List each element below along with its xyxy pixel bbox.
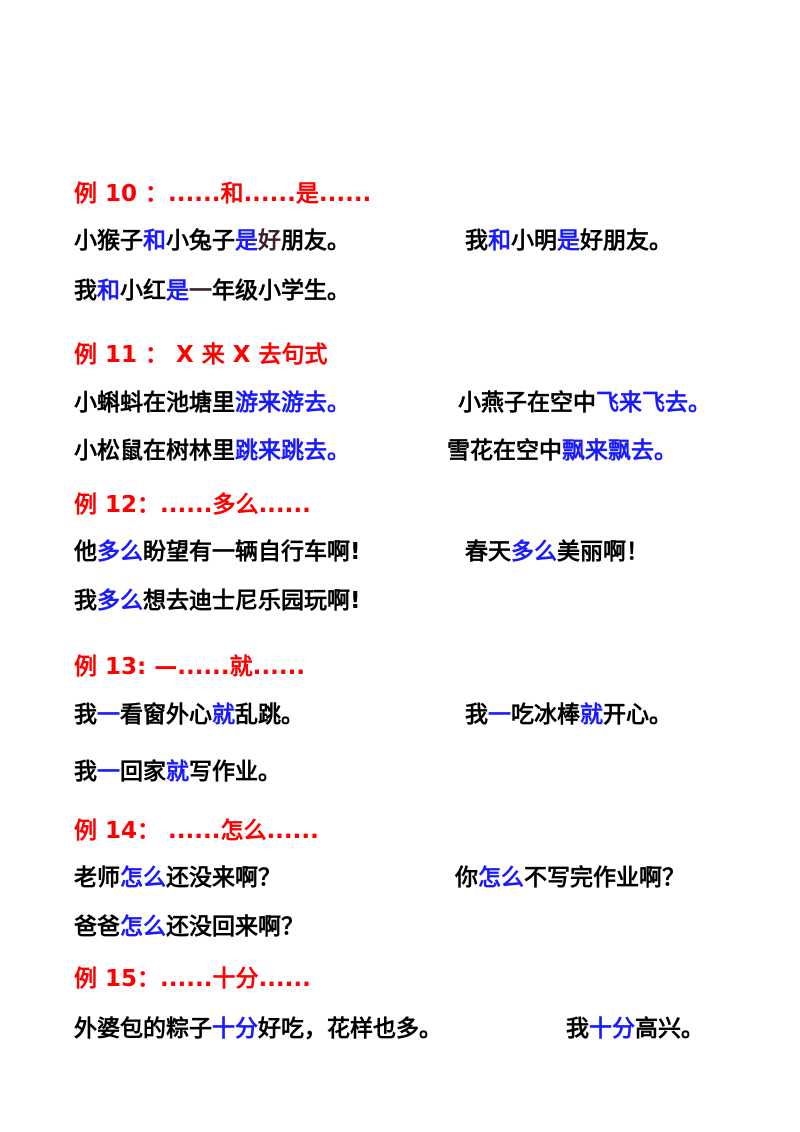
sentence-text: 吃冰棒	[511, 702, 580, 728]
sentence-text: 老师	[74, 865, 120, 891]
sentence: 我十分高兴。	[566, 1018, 704, 1041]
sentence: 雪花在空中飘来飘去。	[447, 440, 677, 463]
sentence: 我一吃冰棒就开心。	[465, 704, 672, 727]
highlighted-word: 是	[166, 278, 189, 304]
sentence-text: 我	[465, 228, 488, 254]
highlighted-word: 十分	[212, 1016, 258, 1042]
sentence-text: 小明	[511, 228, 557, 254]
sentence-text: 小蝌蚪在池塘里	[74, 390, 235, 416]
sentence: 我和小明是好朋友。	[465, 230, 672, 253]
sentence: 小蝌蚪在池塘里游来游去。	[74, 392, 350, 415]
sentence: 外婆包的粽子十分好吃，花样也多。	[74, 1018, 442, 1041]
sentence: 小猴子和小兔子是好朋友。	[74, 230, 350, 253]
highlighted-word: 一	[488, 702, 511, 728]
sentence-text: 我	[465, 702, 488, 728]
sentence-text: 他	[74, 539, 97, 565]
sentence-text: 乱跳。	[235, 702, 304, 728]
sentence-text: 外婆包的粽子	[74, 1016, 212, 1042]
sentence: 我和小红是一年级小学生。	[74, 280, 350, 303]
highlighted-word: 就	[166, 759, 189, 785]
sentence-text: 开心。	[603, 702, 672, 728]
highlighted-word: 就	[212, 702, 235, 728]
sentence-text: 高兴。	[635, 1016, 704, 1042]
sentence-text: 好朋友。	[580, 228, 672, 254]
sentence: 我多么想去迪士尼乐园玩啊!	[74, 590, 361, 613]
highlighted-word: 是	[235, 228, 258, 254]
highlighted-word: 一	[97, 702, 120, 728]
highlighted-word: 怎么	[478, 865, 524, 891]
sentence: 爸爸怎么还没回来啊？	[74, 916, 304, 939]
sentence-text: 美丽啊！	[557, 539, 649, 565]
sentence-text: 你	[455, 865, 478, 891]
highlighted-word: 多么	[97, 588, 143, 614]
highlighted-word: 飘来飘去。	[562, 438, 677, 464]
section-heading-10: 例 10 ：......和......是......	[74, 181, 372, 207]
sentence-text: 看窗外心	[120, 702, 212, 728]
sentence-text: 一	[189, 278, 212, 304]
sentence: 老师怎么还没来啊？	[74, 867, 281, 890]
sentence-text: 写作业。	[189, 759, 281, 785]
highlighted-word: 就	[580, 702, 603, 728]
sentence-text: 回家	[120, 759, 166, 785]
sentence-text: 小猴子	[74, 228, 143, 254]
sentence: 我一看窗外心就乱跳。	[74, 704, 304, 727]
section-heading-12: 例 12：......多么......	[74, 492, 311, 518]
sentence-text: 还没回来啊？	[166, 914, 304, 940]
sentence-text: 我	[74, 588, 97, 614]
highlighted-word: 一	[97, 759, 120, 785]
sentence-text: 朋友。	[281, 228, 350, 254]
highlighted-word: 和	[97, 278, 120, 304]
sentence: 他多么盼望有一辆自行车啊!	[74, 541, 361, 564]
highlighted-word: 飞来飞去。	[596, 390, 711, 416]
sentence-text: 我	[566, 1016, 589, 1042]
sentence-text: 不写完作业啊？	[524, 865, 685, 891]
sentence-text: 雪花在空中	[447, 438, 562, 464]
sentence-text: 小燕子在空中	[458, 390, 596, 416]
highlighted-word: 和	[143, 228, 166, 254]
sentence: 我一回家就写作业。	[74, 761, 281, 784]
sentence-text: 我	[74, 278, 97, 304]
section-heading-15: 例 15：......十分......	[74, 966, 311, 992]
section-heading-14: 例 14： ......怎么......	[74, 818, 319, 844]
sentence-text: 还没来啊？	[166, 865, 281, 891]
sentence: 你怎么不写完作业啊？	[455, 867, 685, 890]
sentence-text: 想去迪士尼乐园玩啊!	[143, 588, 361, 614]
sentence-text: 我	[74, 702, 97, 728]
sentence-text: 年级小学生。	[212, 278, 350, 304]
sentence: 春天多么美丽啊！	[465, 541, 649, 564]
sentence-text: 好吃，花样也多。	[258, 1016, 442, 1042]
section-heading-13: 例 13: —......就......	[74, 654, 306, 680]
highlighted-word: 和	[488, 228, 511, 254]
sentence-text: 小松鼠在树林里	[74, 438, 235, 464]
sentence-text: 春天	[465, 539, 511, 565]
highlighted-word: 怎么	[120, 914, 166, 940]
sentence-text: 好	[258, 228, 281, 254]
sentence-text: 小红	[120, 278, 166, 304]
sentence-text: 我	[74, 759, 97, 785]
section-heading-11: 例 11 ： X 来 X 去句式	[74, 342, 328, 368]
sentence-text: 盼望有一辆自行车啊!	[143, 539, 361, 565]
highlighted-word: 怎么	[120, 865, 166, 891]
highlighted-word: 跳来跳去。	[235, 438, 350, 464]
highlighted-word: 是	[557, 228, 580, 254]
sentence: 小燕子在空中飞来飞去。	[458, 392, 711, 415]
highlighted-word: 多么	[511, 539, 557, 565]
sentence: 小松鼠在树林里跳来跳去。	[74, 440, 350, 463]
sentence-text: 爸爸	[74, 914, 120, 940]
highlighted-word: 十分	[589, 1016, 635, 1042]
sentence-text: 小兔子	[166, 228, 235, 254]
highlighted-word: 游来游去。	[235, 390, 350, 416]
highlighted-word: 多么	[97, 539, 143, 565]
